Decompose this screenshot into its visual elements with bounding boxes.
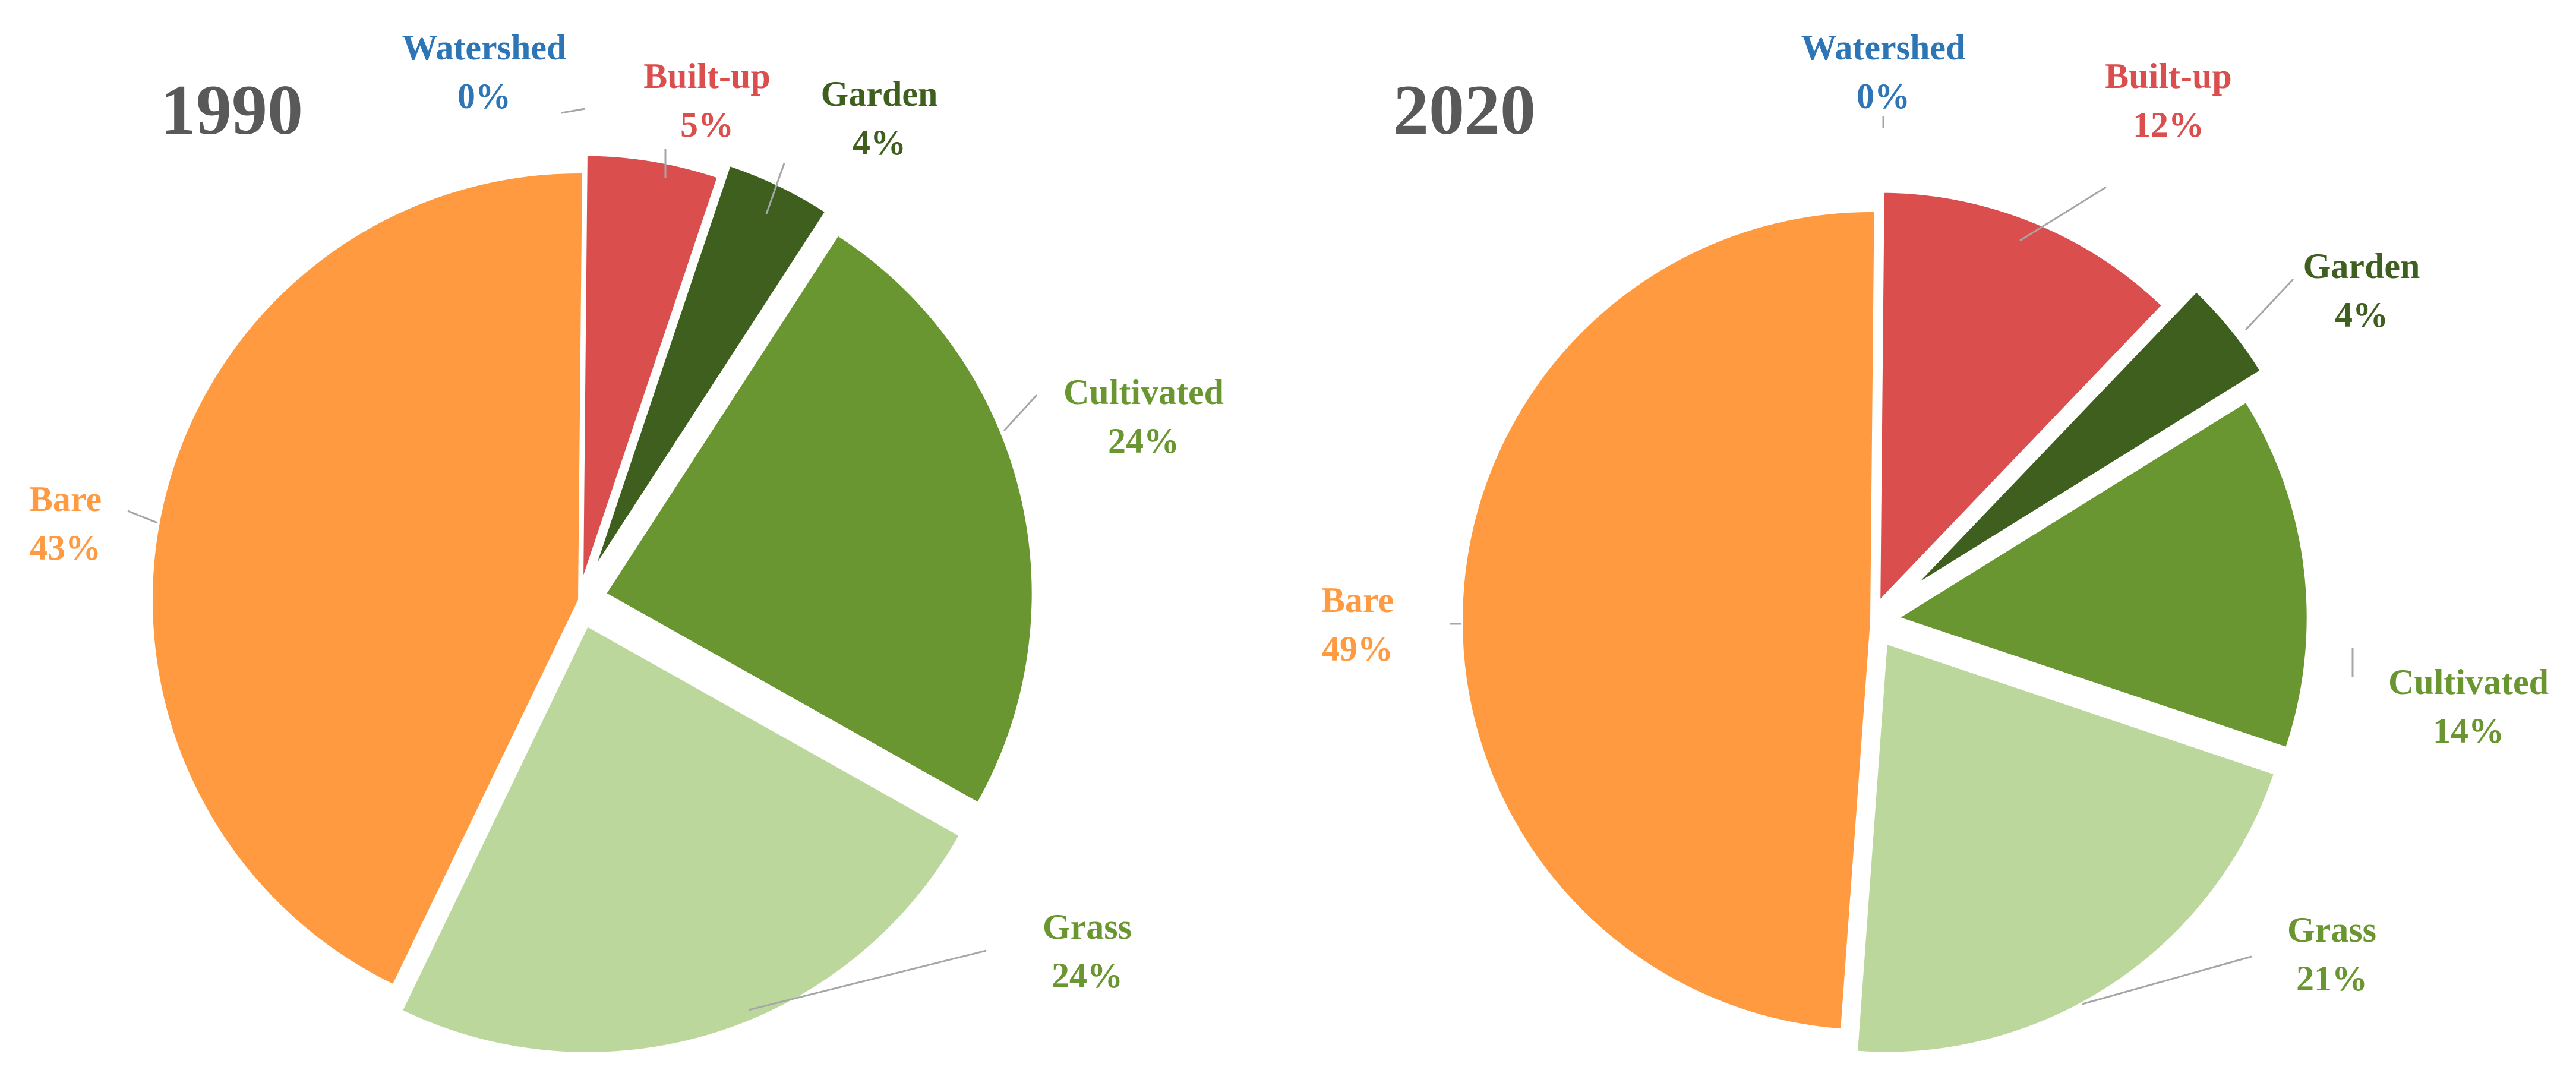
slice-value-built-up: 12% xyxy=(2133,105,2204,144)
slice-value-bare: 49% xyxy=(1322,629,1393,668)
slice-value-watershed: 0% xyxy=(1857,77,1910,116)
pie-slice-built-up xyxy=(580,153,720,583)
slice-label-garden: Garden xyxy=(2303,247,2420,286)
slice-label-cultivated: Cultivated xyxy=(2388,662,2549,702)
leader-line-garden xyxy=(765,163,785,214)
leader-line-watershed xyxy=(561,108,586,114)
slice-value-cultivated: 14% xyxy=(2433,711,2504,750)
leader-line-built-up xyxy=(2019,186,2107,242)
slice-label-cultivated: Cultivated xyxy=(1063,373,1224,412)
pie-slice-garden xyxy=(1912,289,2263,588)
slice-label-grass: Grass xyxy=(1043,907,1132,946)
slice-value-grass: 24% xyxy=(1052,956,1123,995)
slice-label-watershed: Watershed xyxy=(402,28,567,67)
slice-value-grass: 21% xyxy=(2296,959,2367,998)
pie-slice-bare xyxy=(150,171,585,987)
pie-slice-built-up xyxy=(1878,190,2165,605)
slice-value-built-up: 5% xyxy=(680,105,734,144)
leader-line-cultivated xyxy=(1003,394,1038,432)
slice-value-cultivated: 24% xyxy=(1108,421,1179,460)
slice-label-garden: Garden xyxy=(821,74,938,113)
slice-label-bare: Bare xyxy=(1321,580,1394,620)
leader-line-grass xyxy=(748,949,987,1011)
pie-slice-garden xyxy=(592,163,828,572)
slice-label-grass: Grass xyxy=(2287,910,2376,949)
pie-title: 1990 xyxy=(160,70,303,149)
slice-value-bare: 43% xyxy=(30,528,101,567)
pie-slice-cultivated xyxy=(1895,399,2309,750)
slice-label-built-up: Built-up xyxy=(643,56,770,96)
slice-label-built-up: Built-up xyxy=(2105,56,2231,96)
slice-value-garden: 4% xyxy=(2335,295,2388,334)
slice-value-garden: 4% xyxy=(853,123,906,162)
leader-line-grass xyxy=(2082,955,2252,1005)
slice-value-watershed: 0% xyxy=(457,77,511,116)
pie-title: 2020 xyxy=(1393,70,1536,149)
slice-label-watershed: Watershed xyxy=(1801,28,1966,67)
pie-chart-1990: Watershed 0% Built-up 5% Garden 4% Cultivated 2… xyxy=(29,28,1224,1055)
pie-slice-cultivated xyxy=(603,233,1034,805)
pie-slice-grass xyxy=(1855,641,2277,1055)
pie-slice-bare xyxy=(1460,210,1877,1031)
pie-slice-grass xyxy=(400,624,962,1055)
pie-chart-2020: Watershed 0% Built-up 12% Garden 4% Cultivated… xyxy=(1321,28,2549,1055)
slice-label-bare: Bare xyxy=(29,479,102,519)
leader-line-bare xyxy=(127,510,158,524)
leader-line-garden xyxy=(2244,278,2294,331)
